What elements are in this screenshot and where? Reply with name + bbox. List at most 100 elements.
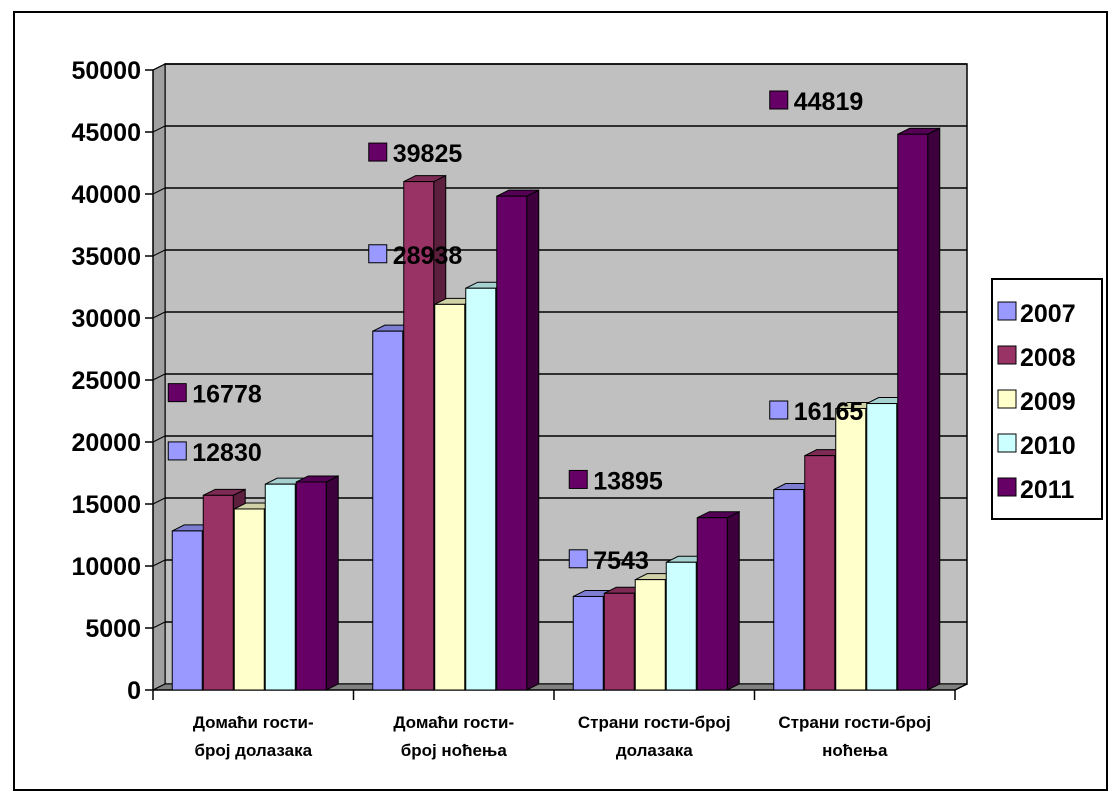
gridline-side — [152, 373, 166, 381]
y-tick-label: 5000 — [85, 615, 141, 643]
bar-front — [264, 483, 296, 691]
data-label-key — [167, 441, 187, 461]
data-label-2007-3: 16165 — [769, 398, 864, 426]
legend-label: 2009 — [1020, 388, 1076, 416]
bar-2008-3 — [804, 448, 848, 691]
bar-front — [295, 481, 327, 691]
legend-item-2007: 2007 — [997, 300, 1076, 328]
bar-side — [927, 127, 941, 691]
bar-front — [496, 195, 528, 691]
bar-front — [372, 330, 404, 691]
gridline-side — [152, 497, 166, 505]
y-tick-label: 50000 — [71, 57, 141, 85]
bar-front — [233, 508, 265, 691]
bar-front — [835, 408, 867, 691]
bar-front — [171, 530, 203, 691]
legend-label: 2011 — [1020, 476, 1074, 504]
x-tick-label: број ноћења — [401, 741, 508, 760]
y-tick-label: 45000 — [71, 119, 141, 147]
bar-front — [403, 181, 435, 691]
x-tick-label: Домаћи гости- — [393, 713, 514, 732]
gridline-side — [152, 187, 166, 195]
data-label-text: 16778 — [192, 381, 262, 409]
gridline-side — [152, 311, 166, 319]
legend-item-2008: 2008 — [997, 344, 1076, 372]
bar-side — [726, 510, 740, 691]
bar-front — [434, 303, 466, 691]
gridline-side — [152, 435, 166, 443]
gridline-side — [152, 249, 166, 257]
legend: 2007 2008 2009 2010 2011 — [991, 278, 1103, 520]
bar-2011-1 — [496, 189, 540, 691]
legend-label: 2007 — [1020, 300, 1076, 328]
gridline-side — [152, 559, 166, 567]
legend-item-2009: 2009 — [997, 388, 1076, 416]
bar-2011-0 — [295, 475, 339, 691]
data-label-text: 12830 — [192, 439, 262, 467]
data-label-key — [368, 244, 388, 264]
x-tick-label: ноћења — [822, 741, 888, 760]
x-tick-label: Страни гости-број — [778, 713, 931, 732]
data-label-2011-1: 39825 — [368, 140, 463, 168]
bar-side — [325, 475, 339, 691]
bar-2011-3 — [897, 127, 941, 691]
bar-front — [465, 287, 497, 691]
legend-swatch — [997, 389, 1017, 409]
y-tick-labels: 0 5000 10000 15000 20000 25000 30000 35000 40000… — [71, 57, 141, 705]
data-label-text: 13895 — [593, 467, 663, 495]
bars — [171, 127, 941, 691]
data-label-2011-0: 16778 — [167, 381, 262, 409]
data-label-key — [769, 90, 789, 110]
bar-front — [572, 595, 604, 691]
x-tick-label: Домаћи гости- — [193, 713, 314, 732]
data-label-2011-3: 44819 — [769, 88, 864, 116]
x-axis-end — [954, 683, 968, 691]
gridline-side — [152, 621, 166, 629]
legend-swatch — [997, 433, 1017, 453]
data-label-key — [769, 400, 789, 420]
bar-front — [897, 133, 929, 691]
data-label-text: 44819 — [794, 88, 864, 116]
data-label-text: 7543 — [593, 547, 649, 575]
data-label-2007-1: 28938 — [368, 242, 463, 270]
y-tick-label: 25000 — [71, 367, 141, 395]
data-labels: 12830 16778 28938 39825 7543 13895 16165 44819 — [167, 88, 864, 575]
y-tick-label: 0 — [127, 677, 141, 705]
data-label-2011-2: 13895 — [568, 467, 663, 495]
y-tick-label: 40000 — [71, 181, 141, 209]
data-label-text: 39825 — [393, 140, 463, 168]
bar-front — [603, 592, 635, 691]
bar-front — [634, 579, 666, 691]
data-label-key — [568, 549, 588, 569]
bar-2011-2 — [696, 510, 740, 691]
bar-front — [866, 403, 898, 691]
data-label-key — [167, 383, 187, 403]
legend-item-2010: 2010 — [997, 432, 1076, 460]
legend-swatch — [997, 345, 1017, 365]
legend-item-2011: 2011 — [997, 476, 1074, 504]
x-tick-label: Страни гости-број — [578, 713, 731, 732]
data-label-2007-0: 12830 — [167, 439, 262, 467]
data-label-text: 28938 — [393, 242, 463, 270]
legend-label: 2010 — [1020, 432, 1076, 460]
legend-swatch — [997, 301, 1017, 321]
bar-front — [665, 561, 697, 691]
bar-front — [202, 494, 234, 691]
gridline-side — [152, 63, 166, 71]
y-tick-label: 30000 — [71, 305, 141, 333]
bar-side — [526, 189, 540, 691]
data-label-key — [568, 469, 588, 489]
x-tick-label: број долазака — [194, 741, 312, 760]
bar-front — [804, 455, 836, 691]
y-tick-label: 35000 — [71, 243, 141, 271]
legend-label: 2008 — [1020, 344, 1076, 372]
legend-swatch — [997, 477, 1017, 497]
y-tick-label: 10000 — [71, 553, 141, 581]
data-label-text: 16165 — [794, 398, 864, 426]
x-tick-label: долазака — [616, 741, 693, 760]
y-tick-label: 15000 — [71, 491, 141, 519]
data-label-key — [368, 142, 388, 162]
bar-front — [773, 489, 805, 691]
